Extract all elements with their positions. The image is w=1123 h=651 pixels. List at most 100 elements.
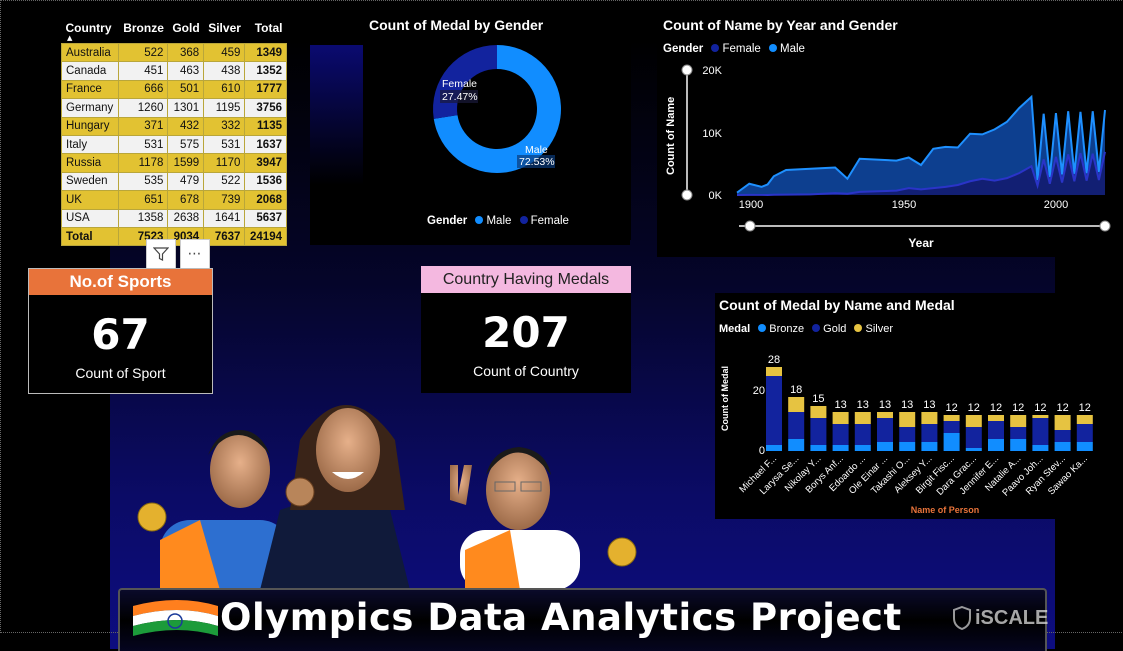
cell-bronze: 1178 [118,153,169,173]
donut-slice-male[interactable] [433,45,561,173]
bar-bronze[interactable] [877,442,893,451]
y-slider-handle-top[interactable] [681,64,693,76]
cell-bronze: 451 [118,61,169,81]
more-options-button[interactable]: ⋯ [180,239,210,269]
bar-gold[interactable] [766,376,782,445]
bar-silver[interactable] [810,406,827,418]
bar-silver[interactable] [921,412,938,424]
bar-gold[interactable] [877,418,893,442]
y-slider-handle-bottom[interactable] [681,189,693,201]
cell-gold: 1301 [167,98,205,118]
bar-gold[interactable] [1010,427,1027,439]
cell-bronze: 666 [118,79,169,100]
bar-gold[interactable] [810,418,827,445]
bar-bronze[interactable] [766,445,782,451]
table-row[interactable]: Russia 1178 1599 1170 3947 [60,153,287,173]
table-row[interactable]: Canada 451 463 438 1352 [60,61,287,81]
bar-silver[interactable] [766,367,782,376]
bar-legend-bronze[interactable]: Bronze [769,323,805,335]
area-legend-male[interactable]: Male [780,43,805,55]
bar-silver[interactable] [899,412,916,427]
bar-gold[interactable] [943,421,960,433]
cell-silver: 522 [203,171,246,192]
donut-chart[interactable]: Female 27.47% Male 72.53% [363,12,631,240]
area-legend-female[interactable]: Female [722,43,761,55]
bar-gold[interactable] [921,424,938,442]
bar-gold[interactable] [854,424,871,445]
bar-gold[interactable] [1054,430,1071,442]
cell-total: 5637 [244,208,287,228]
bar-silver[interactable] [854,412,871,424]
area-legend: Gender Female Male [663,43,805,55]
bar-bronze[interactable] [1054,442,1071,451]
bar-silver[interactable] [1010,415,1027,427]
gold-dot-icon [812,324,821,332]
bar-gold[interactable] [1076,424,1093,442]
bar-gold[interactable] [988,421,1004,439]
table-row[interactable]: Germany 1260 1301 1195 3756 [60,98,287,118]
bar-gold[interactable] [965,427,982,448]
bar-silver[interactable] [877,412,893,418]
bar-bronze[interactable] [1076,442,1093,451]
x-tick-1900: 1900 [739,199,763,211]
cell-silver: 1641 [203,208,246,228]
bar-silver[interactable] [1076,415,1093,424]
area-chart[interactable]: Count of Name 20K 10K 0K 1900 1950 2000 … [657,12,1119,257]
bar-bronze[interactable] [1032,445,1049,451]
bar-silver[interactable] [943,415,960,421]
brand-logo: iSCALE [952,606,1048,630]
y-tick-10k: 10K [702,128,722,140]
sports-card-label: Count of Sport [75,365,166,381]
cell-silver: 438 [203,61,246,81]
bar-gold[interactable] [832,424,849,445]
bar-bronze[interactable] [899,442,916,451]
bar-gold[interactable] [899,427,916,442]
bar-bronze[interactable] [943,433,960,451]
bar-bronze[interactable] [854,445,871,451]
x-slider-handle-left[interactable] [744,220,756,232]
bar-bronze[interactable] [921,442,938,451]
bar-bronze[interactable] [832,445,849,451]
bar-bronze[interactable] [988,439,1004,451]
cell-bronze: 371 [118,116,169,136]
table-row[interactable]: UK 651 678 739 2068 [60,190,287,210]
area-female[interactable] [737,151,1105,195]
column-header-bronze[interactable]: Bronze [118,18,168,44]
bar-silver[interactable] [965,415,982,427]
cell-country: Hungary [60,116,120,136]
table-row[interactable]: Australia 522 368 459 1349 [60,42,287,63]
column-header-country[interactable]: Country [61,18,119,44]
bar-silver[interactable] [832,412,849,424]
x-slider-handle-right[interactable] [1099,220,1111,232]
table-row[interactable]: France 666 501 610 1777 [60,79,287,100]
bar-gold[interactable] [788,412,805,439]
bar-silver[interactable] [988,415,1004,421]
table-row[interactable]: Sweden 535 479 522 1536 [60,171,287,192]
bar-silver[interactable] [1032,415,1049,418]
column-header-silver[interactable]: Silver [203,18,245,44]
bar-silver[interactable] [788,397,805,412]
bar-legend-silver[interactable]: Silver [865,323,893,335]
area-male[interactable] [737,96,1105,195]
cell-total: 1637 [244,134,287,155]
donut-legend-female[interactable]: Female [530,215,569,227]
bar-bronze[interactable] [810,445,827,451]
column-header-total[interactable]: Total [244,18,287,44]
filter-button[interactable] [146,239,176,269]
table-row[interactable]: USA 1358 2638 1641 5637 [60,208,287,228]
donut-legend-male[interactable]: Male [486,215,512,227]
cell-silver: 531 [203,134,246,155]
table-row[interactable]: Hungary 371 432 332 1135 [60,116,287,136]
bar-silver[interactable] [1054,415,1071,430]
table-row[interactable]: Italy 531 575 531 1637 [60,134,287,155]
bar-legend-gold[interactable]: Gold [823,323,847,335]
column-header-gold[interactable]: Gold [167,18,204,44]
donut-label-female: Female [442,78,477,90]
cell-gold: 463 [167,61,205,81]
bar-gold[interactable] [1032,418,1049,445]
bar-bronze[interactable] [788,439,805,451]
bar-bronze[interactable] [1010,439,1027,451]
bar-bronze[interactable] [965,448,982,451]
country-card-title: Country Having Medals [421,266,631,293]
